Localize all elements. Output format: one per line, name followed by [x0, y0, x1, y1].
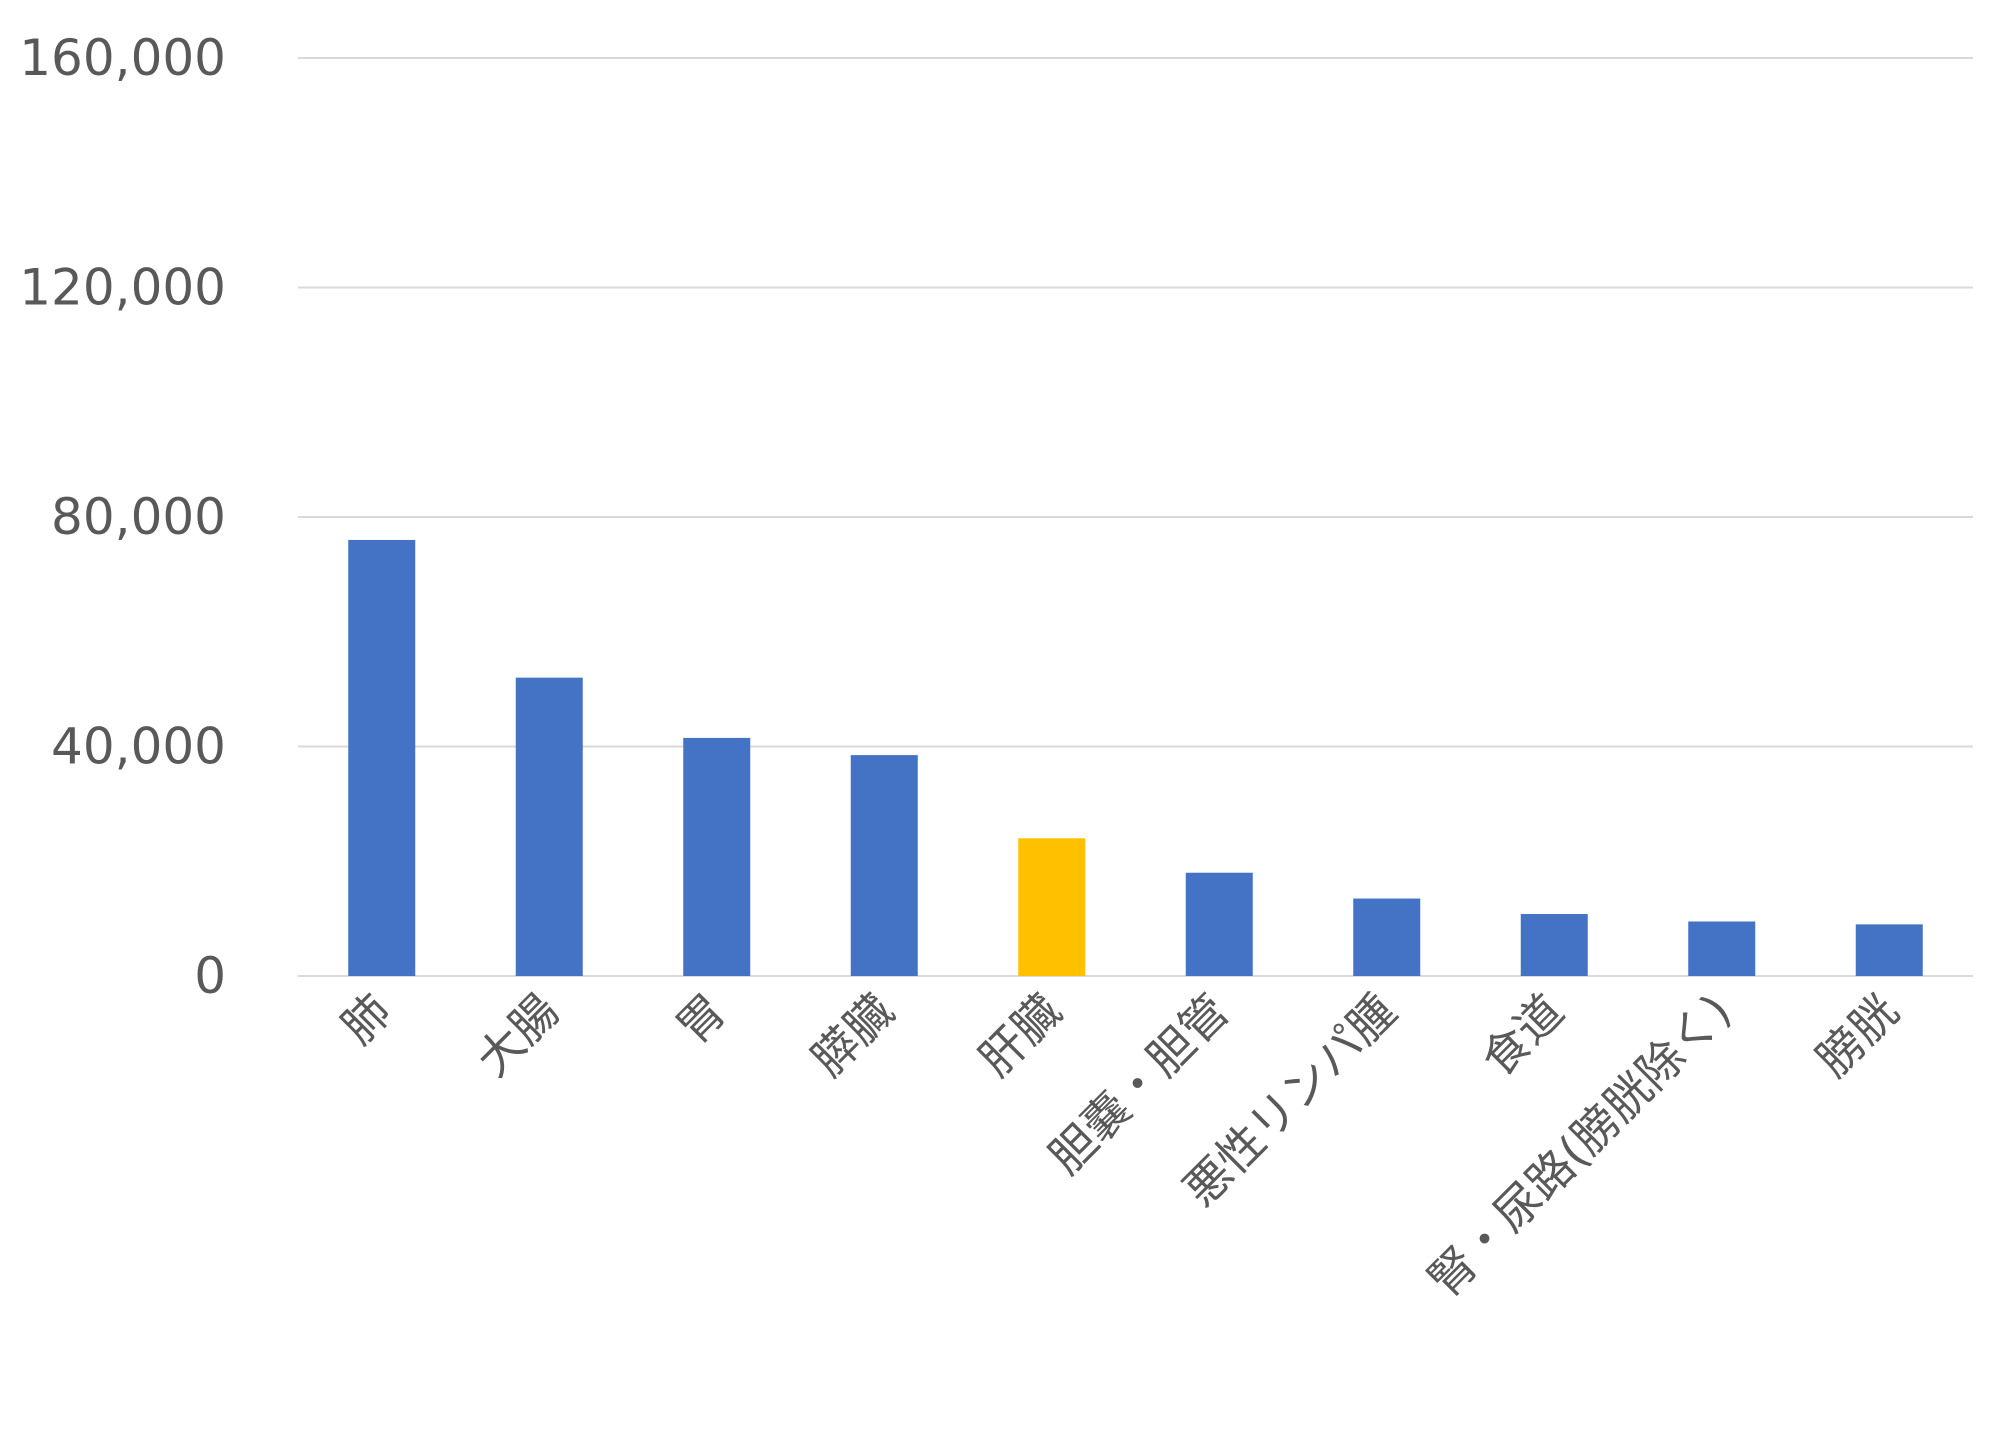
bar-3	[850, 755, 918, 976]
y-tick-label: 160,000	[19, 29, 226, 87]
bar-0	[348, 539, 416, 976]
bar-6	[1353, 898, 1421, 976]
bar-5	[1185, 872, 1253, 976]
bar-9	[1855, 924, 1923, 976]
y-tick-label: 80,000	[51, 488, 226, 546]
bar-2	[683, 737, 751, 976]
x-tick-label: 大腸	[466, 984, 569, 1087]
x-tick-label: 腎・尿路(膀胱除く)	[1418, 984, 1742, 1308]
bar-8	[1688, 921, 1756, 976]
x-tick-label: 肺	[331, 984, 402, 1055]
x-tick-label: 膀胱	[1806, 984, 1909, 1087]
bar-4	[1018, 838, 1086, 976]
y-tick-label: 40,000	[51, 718, 226, 776]
bar-1	[515, 677, 583, 976]
x-tick-label: 食道	[1471, 984, 1574, 1087]
y-tick-label: 0	[194, 947, 226, 1005]
x-tick-label: 膵臓	[801, 984, 904, 1087]
x-tick-label: 胃	[666, 984, 737, 1055]
bar-7	[1520, 914, 1588, 976]
y-tick-label: 120,000	[19, 259, 226, 317]
x-tick-label: 肝臓	[968, 984, 1071, 1087]
